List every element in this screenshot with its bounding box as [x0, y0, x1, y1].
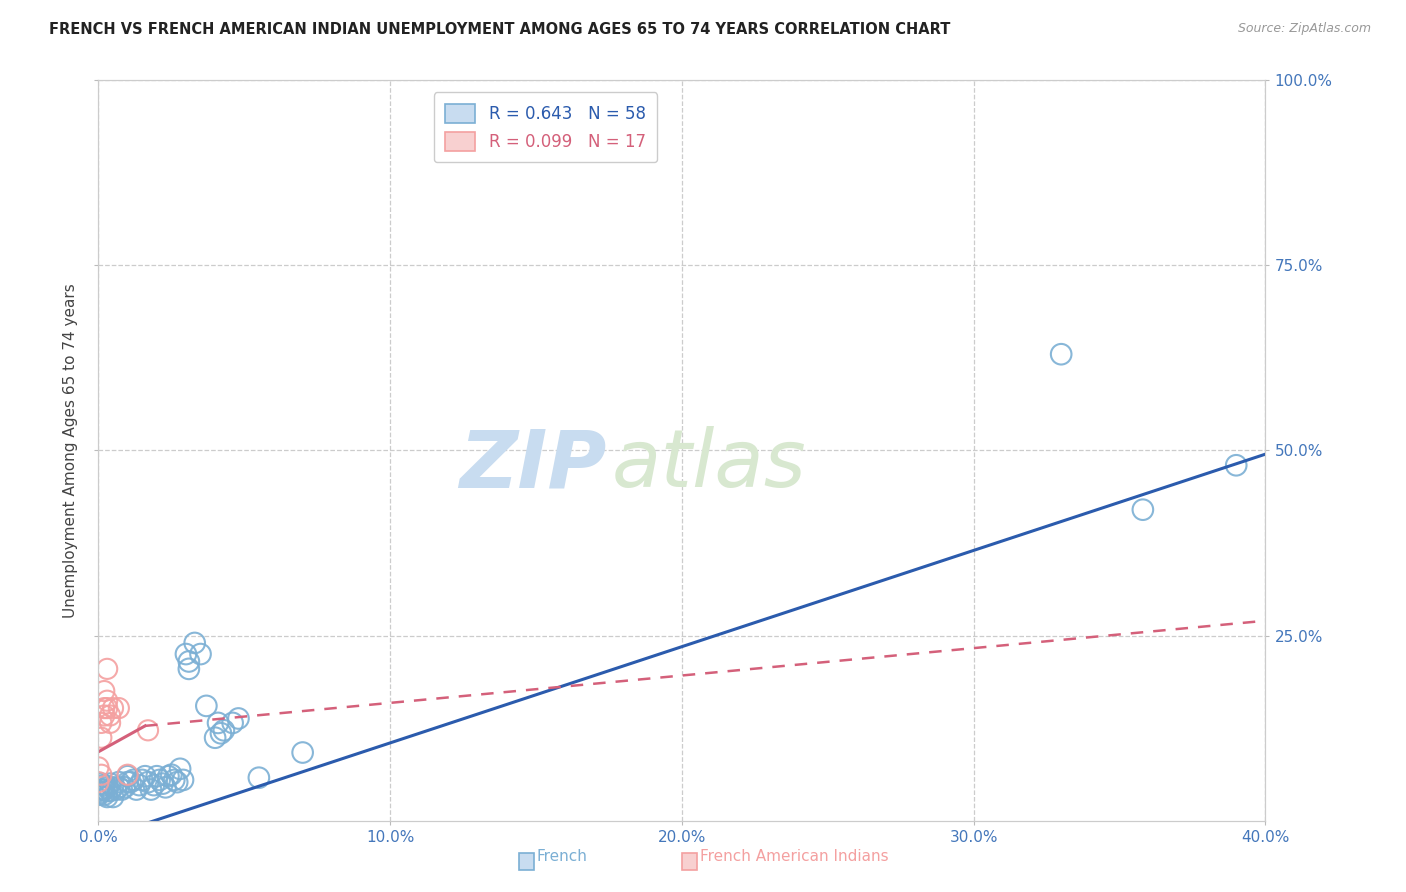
Point — [1225, 458, 1247, 473]
Point — [221, 715, 243, 730]
Point — [101, 780, 124, 795]
Point — [98, 776, 121, 791]
Point — [204, 731, 226, 745]
Point — [149, 772, 172, 787]
Point — [101, 789, 124, 804]
Point — [90, 776, 112, 791]
Point — [209, 726, 232, 740]
Point — [93, 684, 115, 698]
Point — [117, 775, 139, 789]
Point — [90, 782, 112, 797]
Point — [87, 775, 110, 789]
Y-axis label: Unemployment Among Ages 65 to 74 years: Unemployment Among Ages 65 to 74 years — [63, 283, 79, 618]
Point — [96, 694, 118, 708]
Point — [108, 701, 131, 715]
Point — [142, 778, 165, 792]
Bar — [682, 854, 697, 870]
Point — [93, 701, 115, 715]
Point — [114, 780, 136, 795]
Point — [152, 776, 174, 791]
Point — [155, 780, 177, 795]
Point — [98, 784, 121, 798]
Point — [120, 775, 142, 789]
Point — [90, 785, 112, 799]
Point — [96, 701, 118, 715]
Point — [117, 769, 139, 783]
Point — [291, 746, 314, 760]
Bar — [519, 854, 534, 870]
Point — [1132, 502, 1154, 516]
Point — [128, 778, 150, 792]
Point — [174, 647, 197, 661]
Point — [101, 701, 124, 715]
Point — [87, 788, 110, 802]
Point — [93, 708, 115, 723]
Point — [93, 788, 115, 802]
Point — [122, 772, 145, 787]
Legend: R = 0.643   N = 58, R = 0.099   N = 17: R = 0.643 N = 58, R = 0.099 N = 17 — [433, 92, 657, 162]
Point — [136, 775, 159, 789]
Point — [117, 768, 139, 782]
Point — [108, 780, 131, 795]
Text: French: French — [537, 849, 588, 864]
Point — [1050, 347, 1073, 361]
Point — [87, 760, 110, 774]
Point — [190, 647, 212, 661]
Point — [111, 782, 134, 797]
Point — [195, 698, 218, 713]
Point — [169, 762, 191, 776]
Point — [134, 769, 156, 783]
Point — [90, 768, 112, 782]
Point — [131, 772, 153, 787]
Point — [136, 723, 159, 738]
Point — [104, 782, 127, 797]
Point — [96, 662, 118, 676]
Point — [98, 715, 121, 730]
Point — [96, 780, 118, 795]
Point — [146, 769, 169, 783]
Point — [228, 711, 250, 725]
Point — [96, 789, 118, 804]
Point — [108, 775, 131, 789]
Point — [87, 784, 110, 798]
Point — [98, 708, 121, 723]
Point — [90, 731, 112, 745]
Point — [93, 778, 115, 792]
Point — [93, 782, 115, 797]
Point — [163, 772, 186, 787]
Text: FRENCH VS FRENCH AMERICAN INDIAN UNEMPLOYMENT AMONG AGES 65 TO 74 YEARS CORRELAT: FRENCH VS FRENCH AMERICAN INDIAN UNEMPLO… — [49, 22, 950, 37]
Text: Source: ZipAtlas.com: Source: ZipAtlas.com — [1237, 22, 1371, 36]
Point — [139, 782, 162, 797]
Point — [160, 768, 183, 782]
Point — [207, 715, 229, 730]
Text: French American Indians: French American Indians — [700, 849, 889, 864]
Point — [212, 723, 235, 738]
Text: ZIP: ZIP — [458, 426, 606, 504]
Point — [125, 782, 148, 797]
Point — [172, 772, 194, 787]
Point — [177, 655, 200, 669]
Text: atlas: atlas — [612, 426, 807, 504]
Point — [157, 769, 180, 783]
Point — [247, 771, 270, 785]
Point — [177, 662, 200, 676]
Point — [96, 784, 118, 798]
Point — [90, 715, 112, 730]
Point — [166, 775, 188, 789]
Point — [183, 636, 205, 650]
